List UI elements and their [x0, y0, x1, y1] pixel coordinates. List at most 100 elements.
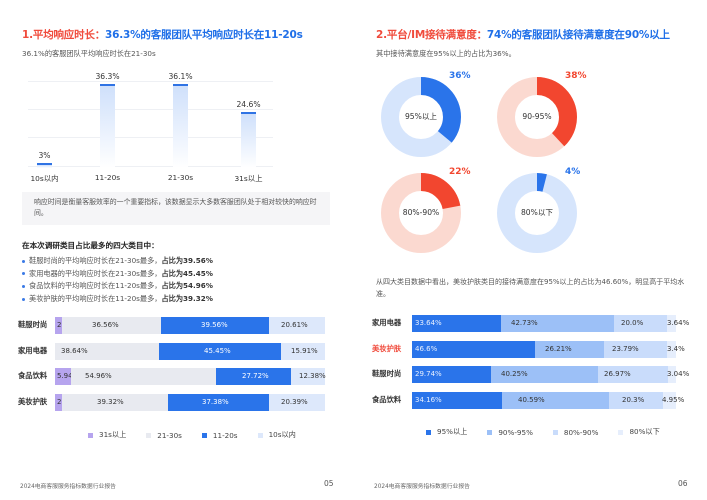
legend-swatch: [487, 429, 493, 435]
stacked-row: 美妆护肤 2.91% 39.32% 37.38% 20.39%: [18, 393, 333, 411]
column-category: 10s以内: [30, 174, 59, 183]
column-21-30s: 36.1% 21-30s: [168, 72, 193, 182]
legend-item: 21-30s: [146, 430, 182, 440]
segment-95-above: 46.6%: [412, 340, 535, 358]
segment-80-below: 3.4%: [667, 340, 685, 358]
segment-31s: 2.91%: [55, 393, 79, 411]
segment-80-below: 3.04%: [667, 366, 689, 383]
section-title-prefix: 1.平均响应时长：: [22, 29, 105, 41]
insight-note: 响应时间是衡量客服效率的一个重要指标，该数据显示大多数客服团队处于相对较快的响应…: [22, 192, 330, 225]
segment-11-20s: 37.38%: [168, 393, 269, 411]
gridline: [28, 81, 273, 82]
bullet-dot-icon: [22, 259, 25, 263]
segment-80-below: 3.64%: [667, 315, 689, 332]
stacked-row: 美妆护肤 46.6% 26.21% 23.79% 3.4%: [372, 340, 687, 358]
row-label: 鞋服时尚: [372, 369, 402, 378]
row-label: 食品饮料: [372, 394, 402, 404]
insight-paragraph: 从四大类目数据中看出，美妆护肤类目的接待满意度在95%以上的占比为46.60%，…: [376, 278, 685, 298]
column-bar: [37, 163, 52, 168]
row-label-highlighted: 美妆护肤: [372, 343, 402, 353]
donut-80-90: 80%-90% 22%: [381, 167, 471, 253]
column-category: 31s以上: [234, 174, 263, 183]
segment-90-95: 40.59%: [502, 391, 609, 409]
segment-21-30s: 38.64%: [55, 342, 159, 360]
legend-item: 90%-95%: [487, 427, 533, 437]
column-category: 11-20s: [94, 173, 121, 182]
segment-90-95: 42.73%: [501, 315, 614, 332]
row-label: 家用电器: [372, 318, 402, 327]
donut-ring: [381, 173, 461, 253]
segment-80-90: 23.79%: [604, 340, 667, 358]
donut-label: 95%以上: [404, 112, 438, 121]
baseline: [28, 166, 273, 167]
section-title: 2.平台/IM接待满意度：74%的客服团队接待满意度在90%以上: [376, 27, 670, 42]
legend-item: 10s以内: [257, 430, 296, 440]
segment-95-above: 33.64%: [412, 315, 501, 332]
stacked-row: 家用电器 33.64% 42.73% 20.0% 3.64%: [372, 315, 689, 332]
legend-swatch: [257, 432, 263, 438]
category-list-heading: 在本次调研类目占比最多的四大类目中：: [22, 241, 159, 250]
segment-31s: 2.9%: [55, 317, 75, 334]
donut-label: 80%-90%: [402, 208, 440, 217]
legend-swatch: [552, 429, 558, 435]
bullet-item: 鞋服时尚的平均响应时长在21-30s最多，占比为39.56%: [22, 255, 213, 268]
segment-31s: 5.94%: [55, 368, 79, 385]
legend-item: 31s以上: [88, 430, 126, 440]
segment-10s: 20.61%: [269, 317, 325, 334]
donut-90-95: 90-95% 38%: [497, 71, 587, 157]
legend-item: 11-20s: [201, 430, 238, 440]
column-value: 3%: [38, 151, 51, 160]
column-bar: [100, 84, 115, 168]
section-title-main: 36.3%的客服团队平均响应时长在11-20s: [105, 29, 303, 41]
stacked-row: 家用电器 38.64% 45.45% 15.91%: [18, 342, 333, 360]
response-time-stacked-chart: 鞋服时尚 2.9% 36.56% 39.56% 20.61% 家用电器 38.6…: [18, 317, 333, 419]
satisfaction-legend: 95%以上 90%-95% 80%-90% 80%以下: [426, 427, 660, 437]
segment-10s: 20.39%: [269, 393, 325, 411]
legend-item: 80%以下: [618, 427, 660, 437]
page-number: 05: [324, 479, 334, 488]
row-label: 食品饮料: [18, 371, 48, 380]
bullet-dot-icon: [22, 297, 25, 301]
section-subtitle: 36.1%的客服团队平均响应时长在21-30s: [22, 49, 156, 58]
bullet-item: 家用电器的平均响应时长在21-30s最多，占比为45.45%: [22, 268, 213, 281]
column-value: 36.1%: [168, 72, 193, 81]
column-11-20s: 36.3% 11-20s: [95, 72, 120, 182]
row-label: 家用电器: [18, 345, 48, 355]
segment-21-30s: 36.56%: [62, 317, 161, 334]
segment-21-30s: 54.96%: [71, 368, 216, 385]
donut-95-above: 95%以上 36%: [381, 71, 471, 157]
segment-10s: 15.91%: [281, 342, 325, 360]
segment-80-below: 4.95%: [662, 391, 684, 409]
legend-item: 95%以上: [426, 427, 467, 437]
donut-percent: 4%: [565, 167, 581, 177]
row-label: 鞋服时尚: [18, 320, 48, 329]
bullet-dot-icon: [22, 284, 25, 288]
stacked-row: 鞋服时尚 2.9% 36.56% 39.56% 20.61%: [18, 317, 333, 334]
donut-label: 90-95%: [522, 112, 552, 121]
segment-95-above: 34.16%: [412, 391, 502, 409]
stacked-row: 食品饮料 5.94% 54.96% 27.72% 12.38%: [18, 368, 333, 385]
column-bar: [241, 112, 256, 168]
segment-21-30s: 39.32%: [62, 393, 168, 411]
donut-percent: 38%: [565, 71, 587, 81]
column-bar: [173, 84, 188, 168]
donut-ring: [497, 173, 577, 253]
report-page-06: 2.平台/IM接待满意度：74%的客服团队接待满意度在90%以上 其中接待满意度…: [354, 0, 707, 500]
donut-label: 80%以下: [520, 208, 554, 217]
segment-90-95: 26.21%: [535, 340, 604, 358]
bullet-dot-icon: [22, 272, 25, 276]
legend-item: 80%-90%: [552, 427, 598, 437]
bullet-item: 食品饮料的平均响应时长在11-20s最多，占比为54.96%: [22, 280, 213, 293]
response-time-legend: 31s以上 21-30s 11-20s 10s以内: [88, 430, 296, 440]
row-label: 美妆护肤: [18, 396, 48, 406]
segment-95-above: 29.74%: [412, 366, 491, 383]
section-title: 1.平均响应时长：36.3%的客服团队平均响应时长在11-20s: [22, 27, 303, 42]
column-category: 21-30s: [167, 173, 194, 182]
stacked-row: 鞋服时尚 29.74% 40.25% 26.97% 3.04%: [372, 366, 689, 383]
donut-ring: [497, 77, 577, 157]
section-title-main: 74%的客服团队接待满意度在90%以上: [486, 29, 670, 41]
segment-10s: 12.38%: [291, 368, 326, 385]
donut-percent: 36%: [449, 71, 471, 81]
response-time-column-chart: 3% 10s以内 36.3% 11-20s 36.1% 21-30s 24.6%…: [28, 72, 273, 183]
legend-swatch: [146, 432, 152, 438]
